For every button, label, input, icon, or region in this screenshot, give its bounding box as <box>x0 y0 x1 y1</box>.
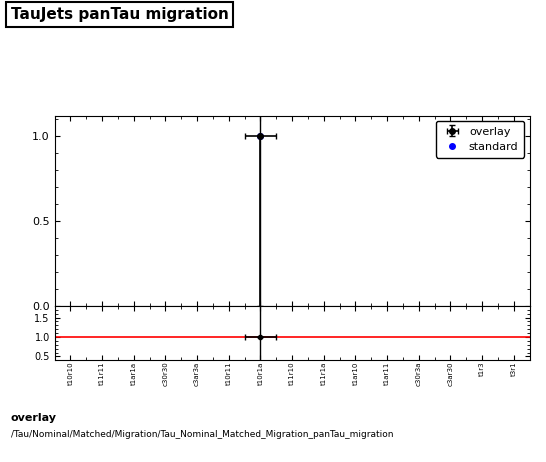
Text: overlay: overlay <box>11 413 57 424</box>
Text: /Tau/Nominal/Matched/Migration/Tau_Nominal_Matched_Migration_panTau_migration: /Tau/Nominal/Matched/Migration/Tau_Nomin… <box>11 430 394 438</box>
Text: TauJets panTau migration: TauJets panTau migration <box>11 7 229 22</box>
Legend: overlay, standard: overlay, standard <box>436 121 524 158</box>
